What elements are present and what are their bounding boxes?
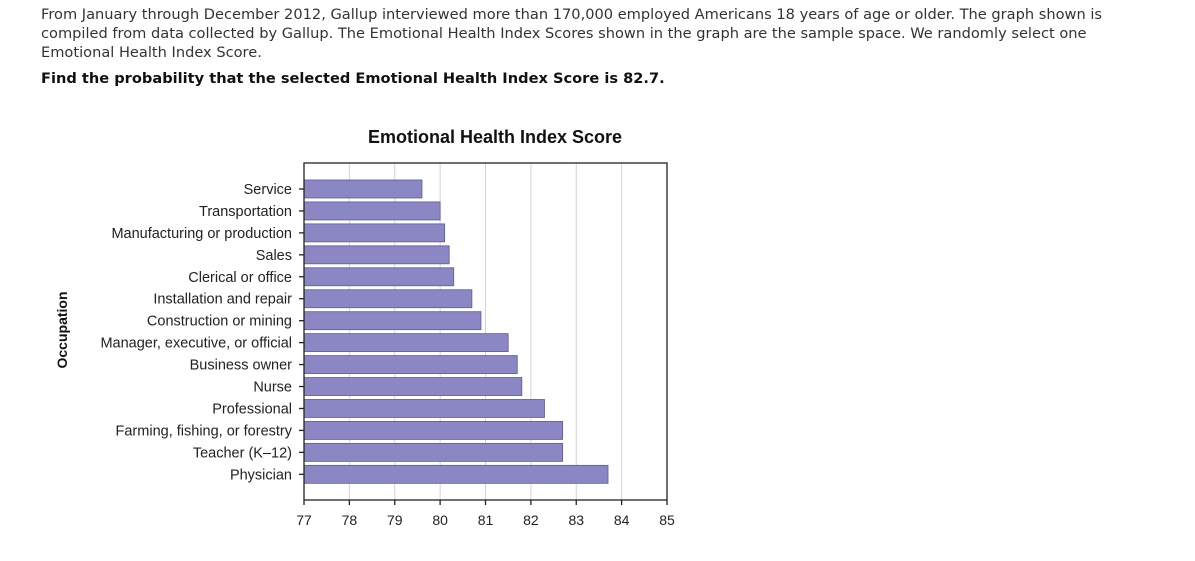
category-label: Construction or mining [147,314,292,330]
bar [303,245,450,265]
bar [303,355,518,374]
category-label: Service [244,182,292,198]
x-tick-label: 83 [568,512,584,528]
bar [303,179,423,199]
category-label: Farming, fishing, or forestry [116,423,293,439]
category-label: Business owner [190,358,293,374]
category-label: Transportation [199,204,292,220]
category-label: Clerical or office [188,270,292,286]
bar [303,223,446,243]
bar [303,311,482,331]
bar [303,377,523,396]
bar [303,464,609,484]
x-tick-label: 79 [387,512,403,528]
x-axis: 77 78 79 80 81 82 83 84 85 [296,500,675,528]
x-tick-label: 81 [478,512,494,528]
bar [303,267,455,287]
x-tick-label: 80 [432,512,448,528]
x-tick-label: 77 [296,512,312,528]
x-tick-label: 84 [614,512,630,528]
bar [303,421,564,440]
bar [303,201,441,221]
bar [303,442,564,462]
x-tick-label: 82 [523,512,539,528]
category-label: Physician [230,467,292,483]
bar [303,289,473,309]
bar [303,399,545,418]
problem-question: Find the probability that the selected E… [41,70,665,87]
x-tick-label: 78 [342,512,358,528]
x-tick-label: 85 [659,512,675,528]
category-label: Teacher (K–12) [193,445,292,461]
category-label: Manufacturing or production [111,226,292,242]
category-label: Sales [256,248,292,264]
category-label: Manager, executive, or official [100,336,292,352]
category-ticks: Service Transportation Manufacturing or pr… [100,182,304,483]
category-label: Professional [212,401,292,417]
bar [303,333,509,353]
y-axis-label: Occupation [54,291,70,368]
category-label: Installation and repair [153,292,292,308]
chart-title: Emotional Health Index Score [368,127,622,147]
category-label: Nurse [253,380,292,396]
problem-intro: From January through December 2012, Gall… [41,6,1103,61]
bars [303,179,609,484]
